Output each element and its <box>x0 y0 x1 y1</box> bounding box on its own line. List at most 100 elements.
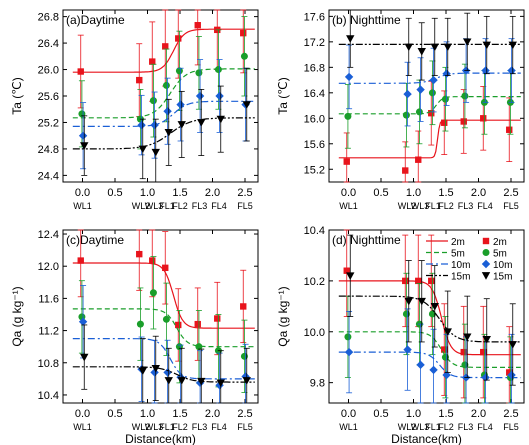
legend-marker <box>481 259 491 269</box>
data-point <box>402 310 410 318</box>
x-tick-label: 2.5 <box>237 408 252 420</box>
data-point <box>428 110 435 117</box>
y-tick-label: 10.2 <box>304 276 325 288</box>
legend-marker <box>482 237 490 245</box>
site-label: WL1 <box>339 201 358 211</box>
y-tick-label: 24.8 <box>38 144 59 156</box>
site-label: FL4 <box>477 422 493 432</box>
data-point <box>344 72 354 82</box>
y-tick-label: 9.8 <box>310 378 325 390</box>
data-point <box>77 257 84 264</box>
data-point <box>162 43 169 50</box>
series-5m <box>338 272 521 404</box>
data-point <box>460 348 467 356</box>
data-point <box>416 85 425 94</box>
data-point <box>506 369 513 376</box>
x-tick-label: 1.5 <box>438 408 453 420</box>
site-label: WL1 <box>339 422 358 432</box>
x-tick-label: 2.5 <box>503 187 518 199</box>
x-tick-label: 2.0 <box>471 408 486 420</box>
fit-line <box>338 295 521 343</box>
data-point <box>78 317 88 326</box>
data-point <box>507 66 516 75</box>
data-point <box>343 158 350 165</box>
y-tick-label: 11.2 <box>38 326 59 338</box>
site-label: WL3 <box>411 201 430 211</box>
data-point <box>242 377 251 385</box>
data-point <box>136 76 143 84</box>
plot-frame <box>62 9 259 183</box>
data-point <box>344 333 352 341</box>
site-label: WL1 <box>73 201 92 211</box>
fit-line <box>338 119 521 159</box>
data-point <box>215 91 224 101</box>
data-point <box>415 277 422 285</box>
data-point <box>151 148 160 157</box>
fit-line <box>72 68 255 119</box>
legend-label: 10m <box>451 260 470 271</box>
fit-line <box>338 351 521 379</box>
data-point <box>80 353 89 362</box>
data-point <box>344 112 352 120</box>
y-tick-label: 10.4 <box>304 225 325 237</box>
plot-frame <box>62 229 259 404</box>
data-point <box>481 373 490 382</box>
site-label: FL2 <box>172 422 188 432</box>
legend-marker <box>481 272 491 280</box>
data-point <box>177 377 186 385</box>
data-point <box>240 29 247 37</box>
site-label: FL4 <box>211 422 227 432</box>
data-point <box>175 321 182 329</box>
x-tick-label: 2.0 <box>205 408 220 420</box>
data-point <box>403 345 412 354</box>
y-axis-label: Ta (℃) <box>10 77 24 114</box>
plot-frame <box>328 229 525 404</box>
y-tick-label: 25.2 <box>38 117 59 129</box>
data-point <box>461 92 469 100</box>
y-tick-label: 10.0 <box>304 327 325 339</box>
site-label: FL3 <box>458 422 474 432</box>
data-point <box>195 91 205 101</box>
site-label: WL3 <box>145 201 164 211</box>
x-tick-label: 1.0 <box>406 187 421 199</box>
legend-label: 2m <box>451 237 465 248</box>
y-tick-label: 15.6 <box>304 139 325 151</box>
data-point <box>430 43 439 52</box>
y-tick-label: 16.4 <box>304 88 325 100</box>
x-tick-label: 0.5 <box>107 408 122 420</box>
x-axis-label: Distance(km) <box>125 432 196 445</box>
panel-title: (c)Daytime <box>66 233 124 247</box>
site-label: FL1 <box>159 422 175 432</box>
data-point <box>482 41 491 50</box>
data-point <box>175 35 182 42</box>
data-point <box>175 67 183 75</box>
site-label: WL1 <box>73 422 92 432</box>
y-tick-label: 10.4 <box>38 390 59 402</box>
data-point <box>508 341 517 349</box>
legend-label: 2m <box>493 237 507 248</box>
data-point <box>164 129 173 137</box>
y-axis-label: Qa (g kg⁻¹) <box>10 286 24 346</box>
data-point <box>197 119 206 127</box>
data-point <box>195 343 203 351</box>
series-15m <box>338 234 521 386</box>
site-label: WL3 <box>145 422 164 432</box>
site-label: FL3 <box>192 201 208 211</box>
data-point <box>177 121 186 129</box>
data-point <box>441 95 449 103</box>
data-point <box>344 347 354 357</box>
y-tick-label: 16.8 <box>304 62 325 74</box>
data-point <box>415 156 422 163</box>
site-label: FL1 <box>425 422 441 432</box>
data-point <box>443 43 452 52</box>
x-tick-label: 2.5 <box>503 408 518 420</box>
data-point <box>481 66 490 75</box>
data-point <box>136 320 144 328</box>
data-point <box>240 303 247 310</box>
legend-label: 5m <box>451 249 465 260</box>
series-15m <box>338 9 521 81</box>
legend-label: 5m <box>493 249 507 260</box>
series-10m <box>72 285 255 404</box>
data-point <box>214 66 222 74</box>
